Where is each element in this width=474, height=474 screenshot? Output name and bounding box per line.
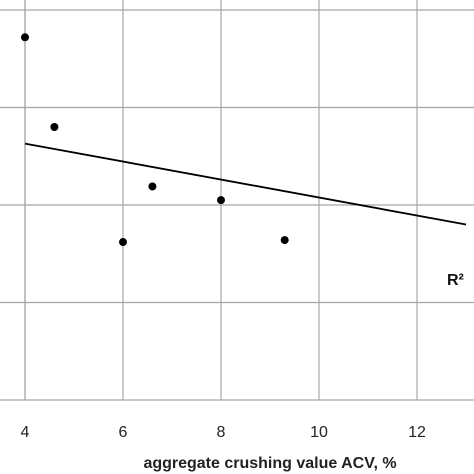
data-point-1 [21, 33, 29, 42]
grid-layer [0, 0, 474, 401]
data-point-4 [148, 182, 157, 191]
x-tick-label-8: 8 [217, 424, 226, 441]
data-point-5 [217, 196, 225, 205]
trendline [24, 142, 467, 226]
data-point-6 [280, 236, 289, 245]
x-tick-label-10: 10 [310, 424, 328, 441]
data-point-2 [50, 123, 59, 131]
x-tick-label-4: 4 [21, 424, 30, 441]
x-axis-title: aggregate crushing value ACV, % [143, 455, 396, 472]
r-squared-label: R² [447, 272, 464, 289]
data-points-layer [21, 33, 289, 247]
data-point-3 [119, 238, 127, 247]
trendline-layer [24, 142, 467, 226]
x-tick-label-12: 12 [408, 424, 426, 441]
x-tick-labels: 4 6 8 10 12 [21, 424, 426, 441]
x-tick-label-6: 6 [119, 424, 128, 441]
